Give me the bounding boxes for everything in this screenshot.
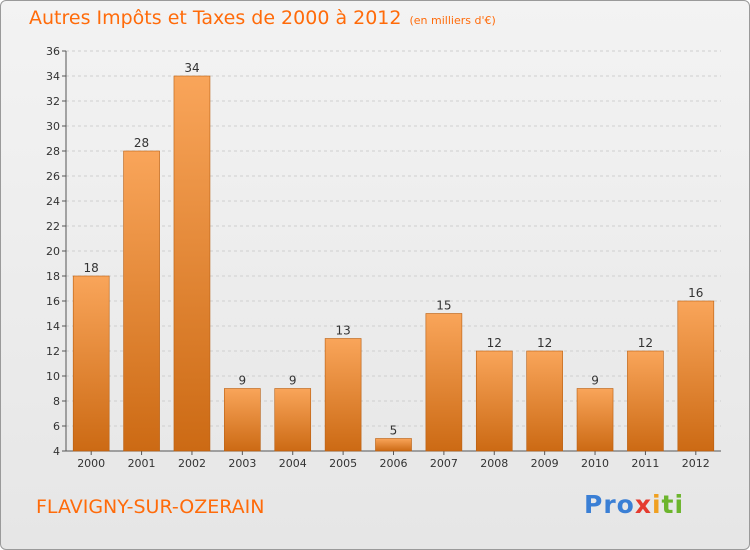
y-tick-label: 22 <box>46 220 60 233</box>
x-tick-label: 2007 <box>430 457 458 470</box>
bar <box>274 388 312 452</box>
y-tick-label: 16 <box>46 295 60 308</box>
value-label: 34 <box>184 61 199 75</box>
bar <box>224 388 261 452</box>
bar <box>375 438 412 452</box>
x-tick-label: 2001 <box>128 457 156 470</box>
logo-part-2: x <box>634 490 652 519</box>
value-label: 9 <box>289 374 297 388</box>
bar <box>173 75 211 452</box>
y-tick-label: 12 <box>46 345 60 358</box>
bar <box>576 388 614 452</box>
x-tick-label: 2010 <box>581 457 609 470</box>
value-label: 16 <box>688 286 703 300</box>
value-label: 9 <box>239 374 247 388</box>
x-tick-label: 2006 <box>380 457 408 470</box>
y-tick-label: 28 <box>46 145 60 158</box>
x-tick-label: 2011 <box>631 457 659 470</box>
chart-subtitle: (en milliers d'€) <box>409 14 496 27</box>
y-tick-label: 32 <box>46 95 60 108</box>
x-tick-label: 2009 <box>531 457 559 470</box>
bars <box>72 75 715 452</box>
y-tick-label: 10 <box>46 370 60 383</box>
bar <box>526 350 563 452</box>
bar <box>324 338 362 452</box>
y-tick-label: 6 <box>53 420 60 433</box>
value-label: 12 <box>537 336 552 350</box>
y-tick-label: 18 <box>46 270 60 283</box>
place-name: FLAVIGNY-SUR-OZERAIN <box>36 496 265 518</box>
x-tick-label: 2004 <box>279 457 307 470</box>
chart-title-text: Autres Impôts et Taxes de 2000 à 2012 <box>29 7 402 29</box>
logo-part-1: Pro <box>584 490 635 519</box>
value-label: 18 <box>84 261 99 275</box>
value-label: 13 <box>335 324 350 338</box>
grid <box>66 50 721 452</box>
bar <box>123 150 160 452</box>
logo-part-3: i <box>651 490 662 519</box>
logo-part-4: ti <box>661 490 685 519</box>
y-tick-label: 20 <box>46 245 60 258</box>
value-label: 28 <box>134 136 149 150</box>
x-tick-label: 2008 <box>480 457 508 470</box>
proxiti-logo: Proxiti <box>584 490 684 519</box>
y-tick-label: 34 <box>46 70 60 83</box>
value-label: 12 <box>638 336 653 350</box>
value-label: 5 <box>390 424 398 438</box>
x-tick-label: 2000 <box>77 457 105 470</box>
bar <box>627 350 664 452</box>
x-tick-labels: 2000 2001 2002 2003 2004 2005 2006 2007 2008 2009… <box>77 457 710 470</box>
x-tick-label: 2012 <box>682 457 710 470</box>
chart-title: Autres Impôts et Taxes de 2000 à 2012 (en… <box>29 7 496 29</box>
bar <box>475 350 513 452</box>
y-tick-label: 26 <box>46 170 60 183</box>
y-tick-labels: 4 6 8 10 12 14 16 18 20 22 24 26 28 30 32 34 36 <box>46 45 60 458</box>
value-label: 15 <box>436 299 451 313</box>
x-tick-label: 2002 <box>178 457 206 470</box>
x-tick-label: 2003 <box>228 457 256 470</box>
bar <box>677 300 715 452</box>
axes <box>62 50 721 455</box>
bar <box>425 313 463 452</box>
y-tick-label: 24 <box>46 195 60 208</box>
value-labels: 18 28 34 9 9 13 5 15 12 12 9 12 16 <box>84 61 704 438</box>
y-tick-label: 30 <box>46 120 60 133</box>
bar <box>72 275 110 452</box>
x-tick-label: 2005 <box>329 457 357 470</box>
y-tick-label: 4 <box>53 445 60 458</box>
y-tick-label: 36 <box>46 45 60 58</box>
y-tick-label: 14 <box>46 320 60 333</box>
value-label: 12 <box>487 336 502 350</box>
value-label: 9 <box>591 374 599 388</box>
y-tick-label: 8 <box>53 395 60 408</box>
